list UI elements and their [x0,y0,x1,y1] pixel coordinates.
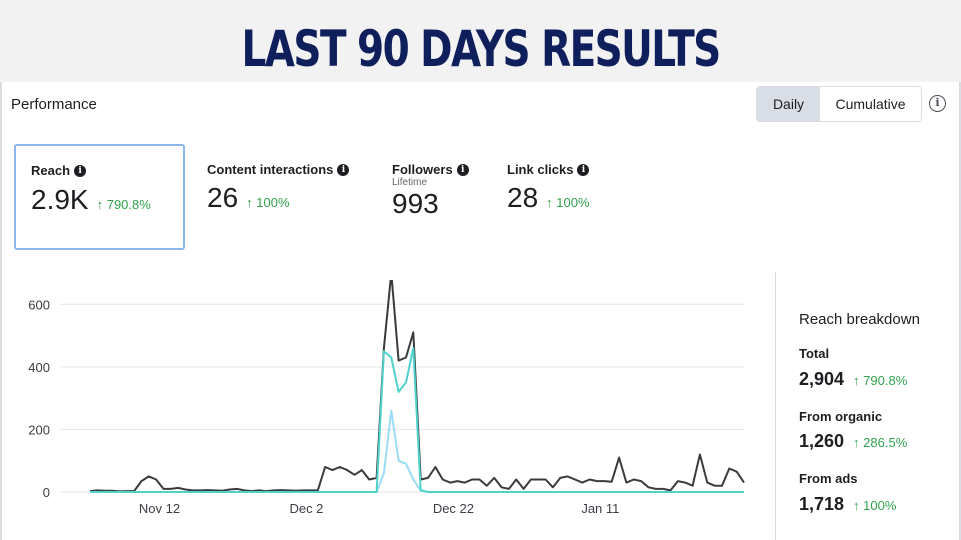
y-tick-label: 200 [28,422,50,437]
breakdown-label-total: Total [799,346,830,361]
info-icon[interactable]: i [929,95,946,112]
metric-label: Followers [392,162,453,177]
metric-card-reach[interactable]: Reach i 2.9K ↑ 790.8% [14,144,185,250]
series-line-ads [90,347,744,493]
metric-change: ↑ 790.8% [96,197,151,212]
y-tick-label: 400 [28,360,50,375]
info-icon[interactable]: i [456,163,469,176]
metric-change: ↑ 100% [246,195,290,210]
breakdown-change: ↑ 790.8% [853,373,908,388]
x-tick-label: Jan 11 [581,501,619,516]
reach-breakdown-title: Reach breakdown [799,311,920,328]
y-tick-label: 0 [43,485,50,500]
breakdown-value-ads: 1,718 ↑ 100% [799,494,896,515]
metric-label: Link clicks [507,162,574,177]
series-line-total [89,280,745,493]
reach-line-chart: 0 200 400 600 Nov 12 Dec 2 Dec 22 Jan 11 [28,280,745,516]
breakdown-value-total: 2,904 ↑ 790.8% [799,369,907,390]
metric-sublabel: Lifetime [392,177,428,188]
page-frame [0,82,961,540]
info-icon[interactable]: i [74,164,87,177]
metric-value: 28 [507,182,539,213]
breakdown-label-organic: From organic [799,409,883,424]
info-icon[interactable]: i [577,163,590,176]
x-tick-label: Dec 2 [289,501,323,516]
banner-title: LAST 90 DAYS RESULTS [241,20,722,78]
metric-value: 2.9K [31,184,89,215]
breakdown-change: ↑ 286.5% [853,435,908,450]
daily-button[interactable]: Daily [757,87,820,121]
breakdown-value: 1,260 [799,431,845,451]
metric-value: 993 [392,188,439,219]
y-tick-label: 600 [28,297,50,312]
x-tick-label: Dec 22 [433,501,474,516]
metric-change: ↑ 100% [546,195,590,210]
performance-title: Performance [11,96,97,113]
breakdown-value: 2,904 [799,369,845,389]
metric-value: 26 [207,182,239,213]
x-tick-label: Nov 12 [139,501,180,516]
metric-card-content-interactions[interactable]: Content interactions i 26 ↑ 100% [207,162,350,214]
info-icon[interactable]: i [337,163,350,176]
divider [775,272,776,540]
breakdown-value-organic: 1,260 ↑ 286.5% [799,431,907,452]
metric-label: Reach [31,163,71,178]
breakdown-label-ads: From ads [799,471,858,486]
cumulative-button[interactable]: Cumulative [820,87,921,121]
metric-card-link-clicks[interactable]: Link clicks i 28 ↑ 100% [507,162,590,214]
breakdown-change: ↑ 100% [853,498,897,513]
metric-label: Content interactions [207,162,334,177]
banner: LAST 90 DAYS RESULTS [0,0,961,82]
metric-card-followers[interactable]: Followers i Lifetime 993 [392,162,469,220]
view-toggle: Daily Cumulative [756,86,922,122]
breakdown-value: 1,718 [799,494,845,514]
